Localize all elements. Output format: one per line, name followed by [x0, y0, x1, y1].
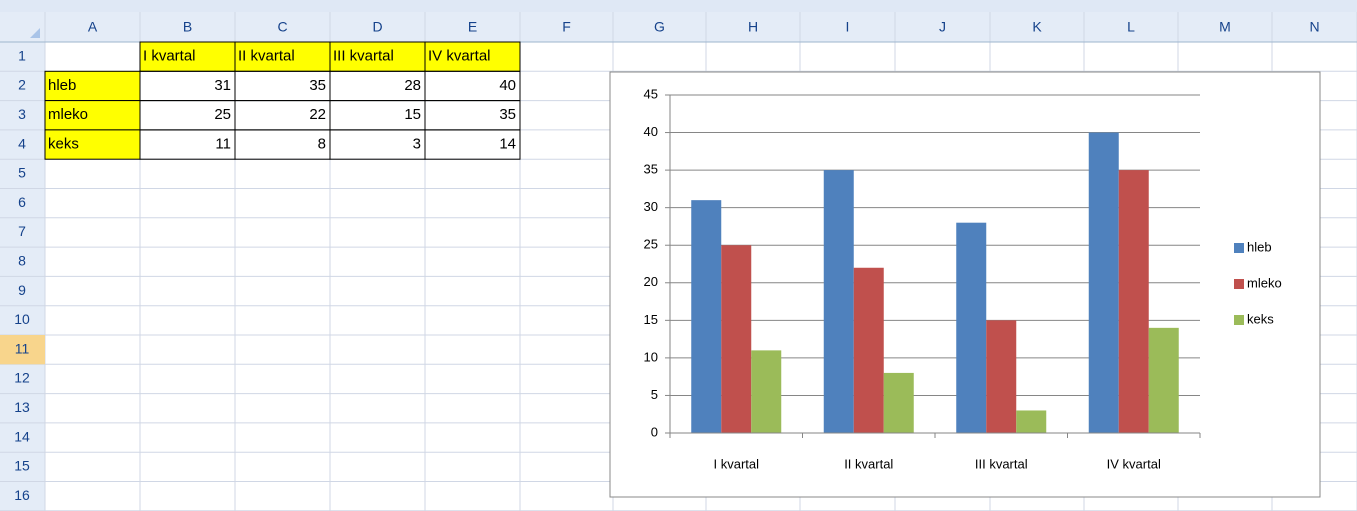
value-cell-text[interactable]: 14 [499, 136, 516, 153]
value-cell-text[interactable]: 28 [404, 77, 421, 94]
column-header[interactable]: E [468, 19, 477, 35]
column-header[interactable]: L [1127, 19, 1135, 35]
value-cell-text[interactable]: 15 [404, 106, 421, 123]
top-strip [0, 0, 1357, 12]
column-header[interactable]: G [654, 19, 665, 35]
value-cell-text[interactable]: 11 [215, 136, 231, 153]
label-cell-text[interactable]: keks [48, 136, 79, 153]
y-tick-label: 30 [644, 199, 658, 214]
row-header[interactable]: 5 [18, 165, 26, 181]
active-row-header [0, 335, 45, 365]
header-cell-text[interactable]: III kvartal [333, 48, 394, 65]
value-cell-text[interactable]: 3 [413, 136, 421, 153]
column-header[interactable]: C [277, 19, 287, 35]
column-header[interactable]: M [1219, 19, 1231, 35]
x-tick-label: IV kvartal [1107, 456, 1161, 471]
y-tick-label: 45 [644, 86, 658, 101]
y-tick-label: 40 [644, 124, 658, 139]
column-header[interactable]: H [748, 19, 758, 35]
x-tick-label: II kvartal [844, 456, 893, 471]
y-tick-label: 20 [644, 274, 658, 289]
bar [956, 222, 987, 433]
value-cell-text[interactable]: 35 [309, 77, 326, 94]
value-cell-text[interactable]: 22 [309, 106, 326, 123]
bar [883, 372, 914, 433]
row-header[interactable]: 15 [14, 458, 30, 474]
row-header[interactable]: 1 [18, 47, 26, 63]
header-cell[interactable] [424, 41, 521, 72]
y-tick-label: 35 [644, 162, 658, 177]
value-cell-text[interactable]: 31 [214, 77, 231, 94]
column-header[interactable]: K [1032, 19, 1042, 35]
bar [691, 200, 722, 433]
value-cell-text[interactable]: 25 [214, 106, 231, 123]
row-header[interactable]: 6 [18, 194, 26, 210]
column-header[interactable]: A [88, 19, 98, 35]
value-cell-text[interactable]: 40 [499, 77, 516, 94]
row-header[interactable]: 13 [14, 399, 30, 415]
value-cell-text[interactable]: 8 [318, 136, 326, 153]
y-tick-label: 25 [644, 237, 658, 252]
x-tick-label: III kvartal [975, 456, 1028, 471]
column-header[interactable]: J [939, 19, 946, 35]
legend-swatch [1234, 243, 1244, 253]
bar [1148, 327, 1179, 433]
column-header[interactable]: F [562, 19, 571, 35]
header-cell-text[interactable]: IV kvartal [428, 48, 491, 65]
header-cell-text[interactable]: II kvartal [238, 48, 295, 65]
label-cell-text[interactable]: mleko [48, 106, 88, 123]
column-header[interactable]: D [372, 19, 382, 35]
bar [823, 170, 854, 433]
bar [986, 320, 1017, 433]
header-cell[interactable] [234, 41, 331, 72]
row-header[interactable]: 9 [18, 282, 26, 298]
bar [1016, 410, 1047, 433]
legend-swatch [1234, 279, 1244, 289]
header-cell[interactable] [329, 41, 426, 72]
bar [1088, 132, 1119, 434]
value-cell-text[interactable]: 35 [499, 106, 516, 123]
legend-label: mleko [1247, 275, 1282, 290]
row-header[interactable]: 12 [14, 370, 30, 386]
column-header[interactable]: N [1309, 19, 1319, 35]
row-header[interactable]: 16 [14, 487, 30, 503]
y-tick-label: 15 [644, 312, 658, 327]
label-cell[interactable] [44, 129, 141, 160]
bar [853, 267, 884, 433]
y-tick-label: 5 [651, 387, 658, 402]
bar [751, 350, 782, 433]
column-header-bar [0, 12, 1357, 42]
select-all-corner[interactable] [30, 28, 40, 38]
row-header[interactable]: 2 [18, 77, 26, 93]
y-tick-label: 10 [644, 349, 658, 364]
value-cell[interactable] [424, 129, 521, 160]
x-tick-label: I kvartal [713, 456, 759, 471]
bar [721, 245, 752, 433]
y-tick-label: 0 [651, 424, 658, 439]
row-header[interactable]: 4 [18, 135, 26, 151]
column-header[interactable]: I [846, 19, 850, 35]
label-cell[interactable] [44, 70, 141, 102]
column-header[interactable]: B [183, 19, 192, 35]
row-header[interactable]: 11 [15, 340, 30, 356]
legend-label: hleb [1247, 239, 1272, 254]
legend-swatch [1234, 315, 1244, 325]
bar [1118, 170, 1149, 433]
header-cell-text[interactable]: I kvartal [143, 48, 196, 65]
row-header[interactable]: 8 [18, 252, 26, 268]
legend-label: keks [1247, 311, 1274, 326]
row-header[interactable]: 7 [18, 223, 26, 239]
row-header[interactable]: 3 [18, 106, 26, 122]
row-header[interactable]: 14 [14, 428, 30, 444]
row-header[interactable]: 10 [14, 311, 30, 327]
label-cell-text[interactable]: hleb [48, 77, 76, 94]
